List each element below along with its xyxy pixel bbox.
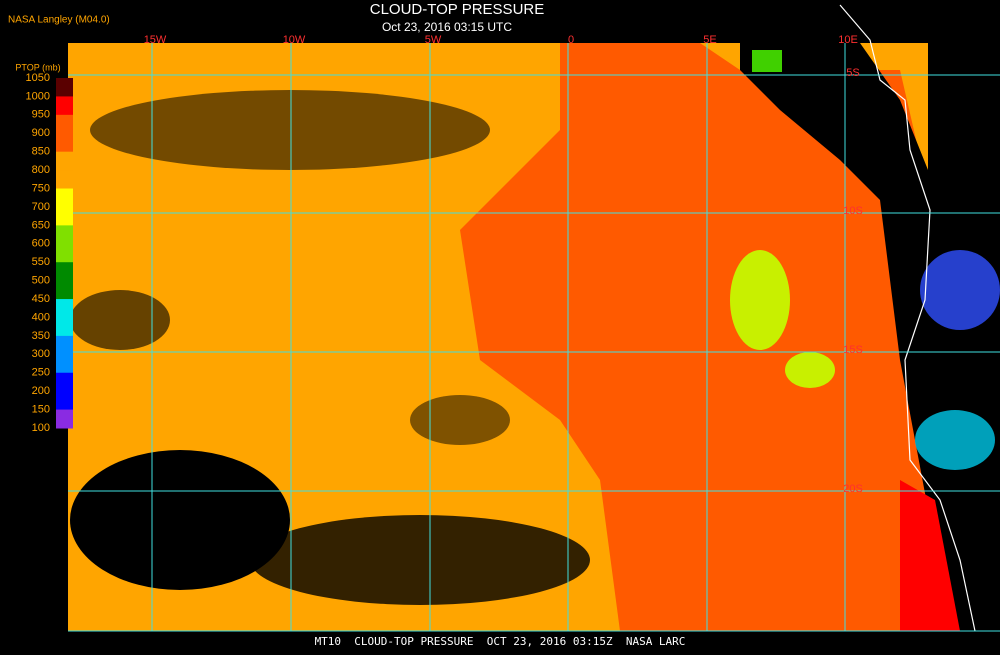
legend-tick-label: 800 [32,164,50,176]
source-label: NASA Langley (M04.0) [8,15,110,26]
mid-cloud [730,250,790,350]
legend-title: PTOP (mb) [15,62,60,72]
legend-swatch [56,78,73,97]
legend-swatch [56,335,73,355]
legend-swatch [56,372,73,392]
footer: MT10 CLOUD-TOP PRESSURE OCT 23, 2016 03:… [315,635,686,648]
legend-swatch [56,317,73,337]
legend-swatch [56,114,73,134]
latitude-label: 15S [843,344,863,356]
legend-tick-label: 200 [32,385,50,397]
title: CLOUD-TOP PRESSURE [370,1,545,18]
legend-swatch [56,151,73,171]
legend-swatch [56,170,73,190]
map [68,4,1000,632]
legend-tick-label: 850 [32,146,50,158]
legend-swatch [56,280,73,300]
legend-tick-label: 1000 [26,90,50,102]
clear-patch [250,515,590,605]
legend-swatch [56,243,73,263]
clear-patch [70,290,170,350]
legend-tick-label: 900 [32,127,50,139]
legend-swatch [56,206,73,226]
legend-tick-label: 400 [32,311,50,323]
legend-tick-label: 300 [32,348,50,360]
high-cloud [920,250,1000,330]
legend-swatch [56,262,73,282]
legend-tick-label: 1050 [26,72,50,84]
legend-tick-label: 500 [32,275,50,287]
legend: 1050 1000 950 900 850 800 750 700 650 600 550 500 45… [26,72,73,434]
mid-cloud [785,352,835,388]
low-cloud-region [460,43,930,631]
legend-swatch [56,133,73,153]
legend-tick-label: 700 [32,201,50,213]
legend-tick-label: 350 [32,330,50,342]
legend-swatch [56,299,73,318]
mid-cloud [752,50,782,72]
high-pressure-cloud [900,480,960,631]
legend-swatch [56,96,73,116]
clear-patch [70,450,290,590]
legend-swatch [56,391,73,411]
clear-patch [90,90,490,170]
legend-tick-label: 250 [32,367,50,379]
high-cloud [915,410,995,470]
legend-tick-label: 750 [32,182,50,194]
legend-tick-label: 550 [32,256,50,268]
legend-tick-label: 150 [32,403,50,415]
longitude-label: 10W [283,34,306,46]
longitude-label: 5E [703,34,716,46]
legend-swatch [56,188,73,208]
legend-tick-label: 950 [32,109,50,121]
longitude-label: 15W [144,34,167,46]
legend-tick-label: 100 [32,422,50,434]
latitude-label: 5S [846,67,859,79]
legend-swatch [56,225,73,245]
longitude-label: 0 [568,34,574,46]
legend-swatch [56,354,73,374]
subtitle: Oct 23, 2016 03:15 UTC [382,20,512,34]
latitude-label: 20S [843,483,863,495]
latitude-label: 10S [843,205,863,217]
graticule: 15W 10W 5W 0 5E 10E 5S 10S 15S 20S [68,34,1000,632]
coastline [839,4,976,632]
legend-tick-label: 600 [32,238,50,250]
legend-tick-label: 450 [32,293,50,305]
clear-sky [740,43,1000,631]
longitude-label: 5W [425,34,442,46]
longitude-label: 10E [838,34,858,46]
clear-patch [410,395,510,445]
legend-swatch [56,409,73,429]
legend-tick-label: 650 [32,219,50,231]
